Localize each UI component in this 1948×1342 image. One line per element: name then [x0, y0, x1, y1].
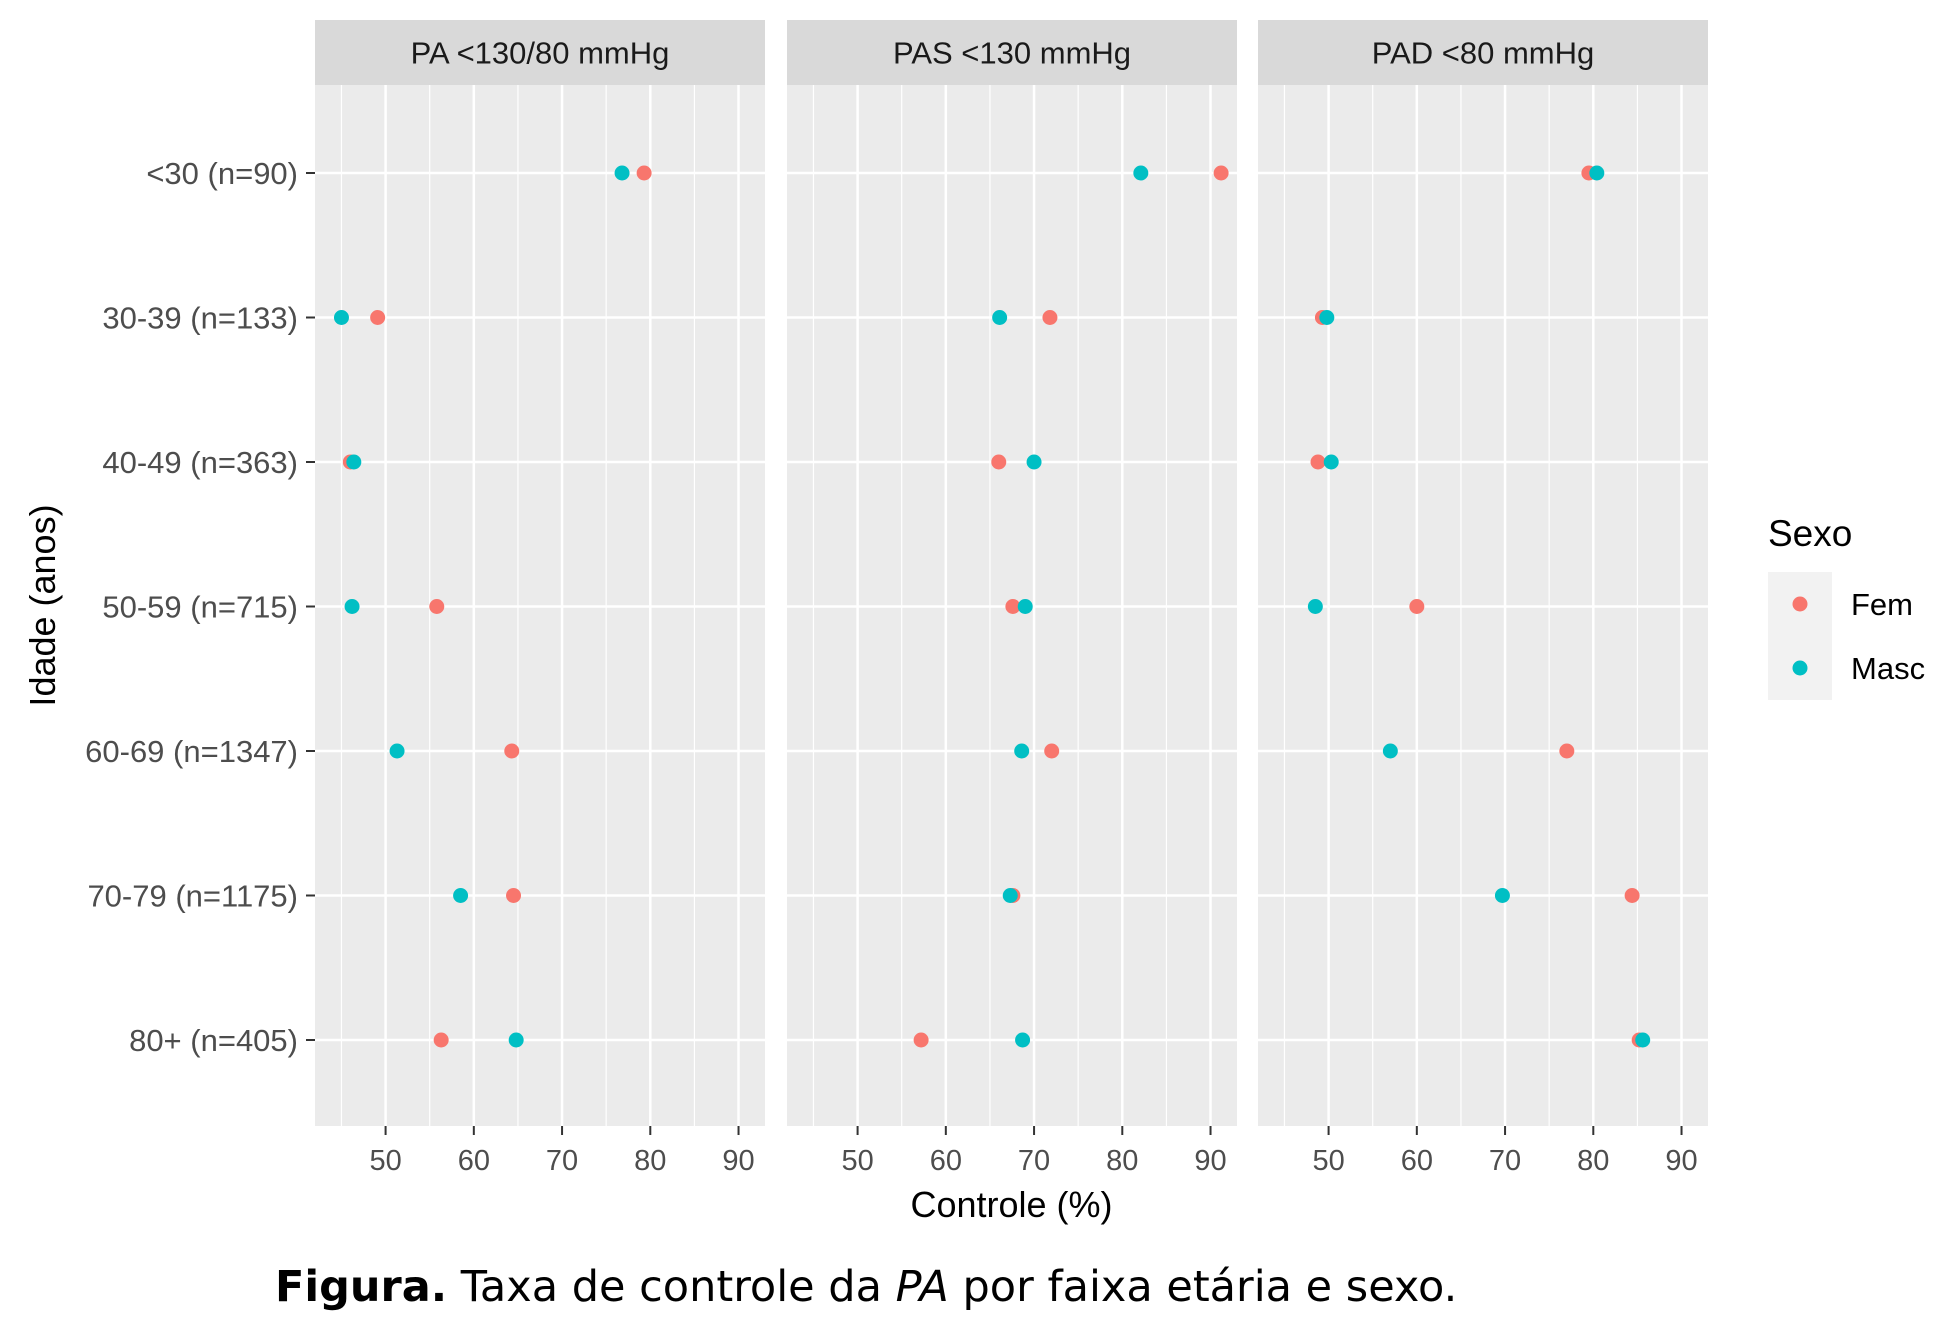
point-masc: [1323, 454, 1339, 470]
y-tick-label: 60-69 (n=1347): [85, 734, 298, 769]
panel-strip: [1258, 20, 1708, 85]
x-tick-label: 80: [1577, 1145, 1609, 1177]
point-fem: [429, 599, 445, 614]
point-masc: [1017, 599, 1033, 614]
panel-strip: [787, 20, 1237, 85]
point-masc: [453, 888, 469, 903]
legend-marker-fem: [1792, 596, 1808, 612]
point-fem: [913, 1032, 929, 1048]
point-fem: [1409, 599, 1425, 614]
point-masc: [1133, 165, 1149, 181]
point-fem: [1213, 165, 1229, 181]
point-fem: [1624, 888, 1640, 903]
point-masc: [992, 310, 1008, 325]
panel-strip: [315, 20, 765, 85]
x-tick-label: 90: [722, 1145, 754, 1177]
legend-label: Masc: [1851, 651, 1925, 686]
y-tick-label: 70-79 (n=1175): [87, 879, 298, 914]
point-masc: [1589, 165, 1605, 181]
legend-marker-masc: [1792, 660, 1808, 676]
point-fem: [1042, 310, 1058, 325]
point-masc: [333, 310, 349, 325]
y-tick-label: 30-39 (n=133): [102, 301, 298, 336]
x-tick-label: 70: [1018, 1145, 1050, 1177]
panel-title: PAS <130 mmHg: [893, 36, 1131, 71]
x-axis-title: Controle (%): [910, 1184, 1112, 1225]
caption-post: por faixa etária e sexo.: [948, 1262, 1458, 1312]
x-tick-label: 50: [369, 1145, 401, 1177]
point-fem: [370, 310, 386, 325]
x-tick-label: 80: [634, 1145, 666, 1177]
point-masc: [1307, 599, 1323, 614]
x-tick-label: 60: [930, 1145, 962, 1177]
y-tick-label: 80+ (n=405): [129, 1023, 298, 1058]
point-fem: [506, 888, 522, 903]
x-tick-label: 70: [546, 1145, 578, 1177]
y-tick-label: 50-59 (n=715): [102, 590, 298, 625]
point-masc: [1026, 454, 1042, 470]
point-fem: [1044, 743, 1060, 759]
x-tick-label: 50: [1312, 1145, 1344, 1177]
panel-title: PA <130/80 mmHg: [411, 36, 670, 71]
point-masc: [1319, 310, 1335, 325]
legend-title: Sexo: [1768, 513, 1852, 554]
x-tick-label: 60: [458, 1145, 490, 1177]
caption-italic: PA: [895, 1262, 949, 1312]
figure-caption: Figura. Taxa de controle da PA por faixa…: [275, 1262, 1457, 1312]
point-masc: [1014, 743, 1030, 759]
caption-bold: Figura.: [275, 1262, 448, 1312]
legend-label: Fem: [1851, 587, 1913, 622]
panel-title: PAD <80 mmHg: [1372, 36, 1595, 71]
point-masc: [346, 454, 362, 470]
point-fem: [1559, 743, 1575, 759]
x-tick-label: 90: [1194, 1145, 1226, 1177]
y-tick-label: <30 (n=90): [146, 156, 298, 191]
point-masc: [1494, 888, 1510, 903]
point-fem: [1310, 454, 1326, 470]
point-fem: [1005, 599, 1021, 614]
point-masc: [1382, 743, 1398, 759]
y-tick-label: 40-49 (n=363): [102, 445, 298, 480]
caption-pre: Taxa de controle da: [447, 1262, 896, 1312]
point-masc: [389, 743, 405, 759]
y-axis-title: Idade (anos): [22, 504, 63, 706]
faceted-dot-chart: PA <130/80 mmHg 50 60 70 80 90 PAS <130 mmHg 50…: [22, 20, 1925, 1225]
point-masc: [508, 1032, 524, 1048]
x-tick-label: 70: [1489, 1145, 1521, 1177]
point-masc: [614, 165, 630, 181]
point-masc: [1635, 1032, 1651, 1048]
point-masc: [1002, 888, 1018, 903]
x-tick-label: 90: [1665, 1145, 1697, 1177]
point-masc: [344, 599, 360, 614]
x-tick-label: 50: [841, 1145, 873, 1177]
x-tick-label: 80: [1106, 1145, 1138, 1177]
point-fem: [636, 165, 652, 181]
point-masc: [1015, 1032, 1031, 1048]
x-tick-label: 60: [1401, 1145, 1433, 1177]
point-fem: [991, 454, 1007, 470]
point-fem: [504, 743, 520, 759]
point-fem: [433, 1032, 449, 1048]
